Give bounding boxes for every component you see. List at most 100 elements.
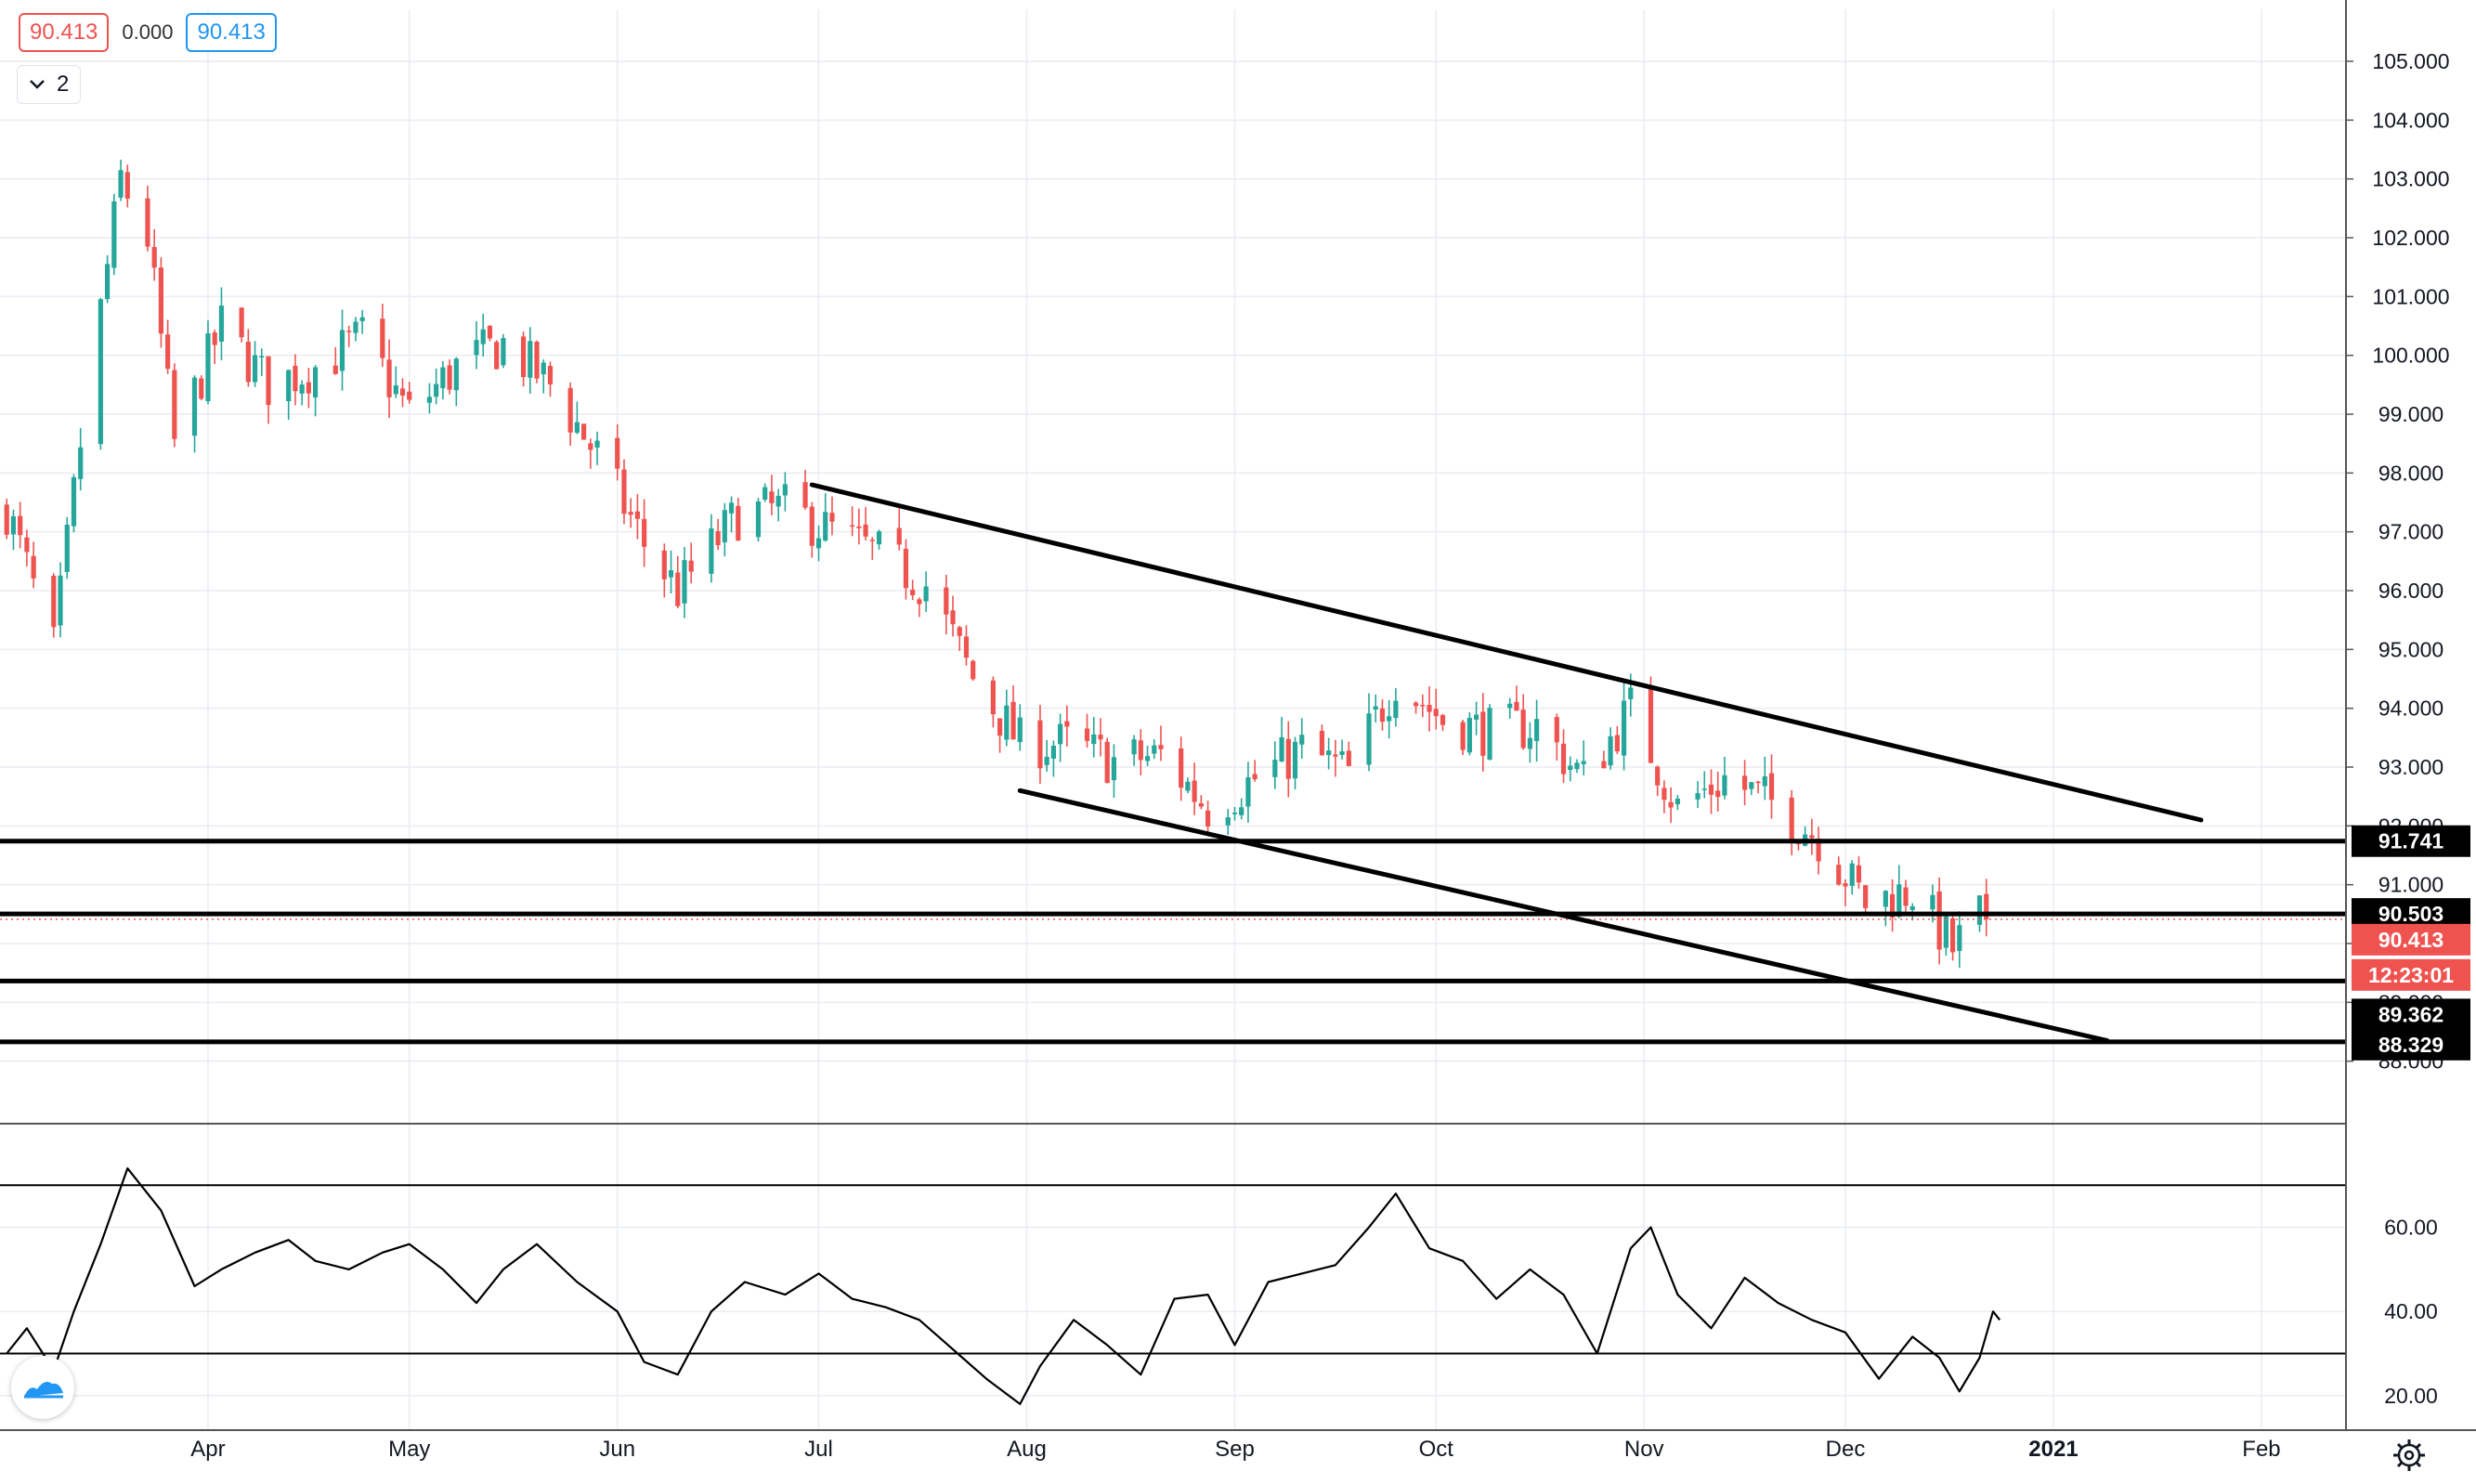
candle-body [917,599,922,605]
candle-body [1896,884,1902,918]
candle-body [923,586,929,602]
price-axis-background[interactable] [2346,0,2476,1484]
candle [1560,729,1567,783]
candle-body [856,526,862,528]
candle-body [191,377,198,436]
candle-body [58,575,63,626]
candle-body [426,397,433,403]
candle-body [971,660,976,680]
candle [393,366,398,398]
trendline-lower[interactable] [1017,788,2110,1043]
candle-body [1568,765,1573,771]
candle [286,369,292,421]
candle [1896,865,1902,918]
time-tick-label[interactable]: 2021 [2028,1437,2078,1462]
time-tick-label[interactable]: Dec [1826,1437,1866,1462]
candle [775,488,781,522]
candle-body [1346,750,1351,766]
time-tick-label[interactable]: Sep [1215,1437,1255,1462]
candle [447,358,452,395]
candle-body [903,548,909,589]
candle-body [567,387,573,433]
candle-body [1231,813,1238,814]
level-label: 89.362 [2378,1002,2443,1026]
candle [440,360,446,400]
horizontal-levels[interactable] [0,839,2346,1045]
candle-body [944,587,949,615]
candle [31,541,36,589]
candle [51,573,57,638]
trendline-upper[interactable] [809,482,2204,823]
candle [802,469,808,510]
candle-body [24,537,30,553]
candle [628,498,633,528]
candle-body [1601,761,1607,769]
candle-body [1333,754,1338,757]
candle-body [1192,780,1197,802]
candle-body [1017,717,1023,743]
candle [1239,798,1245,820]
candle-body [1131,739,1137,755]
candle-body [950,610,956,625]
trendlines[interactable] [809,482,2204,1043]
candle-body [1715,790,1721,798]
candle-body [172,370,177,439]
candle [199,375,204,401]
candle [1319,724,1325,756]
time-tick-label[interactable]: May [388,1437,430,1462]
candle [1849,860,1855,895]
candle-body [501,338,506,366]
candle-body [1883,891,1888,907]
candle-body [252,355,258,383]
candle [434,368,439,405]
price-axis[interactable]: 88.00089.00090.00091.00092.00093.00094.0… [2345,0,2476,1484]
candle-body [1816,838,1821,862]
time-tick-label[interactable]: Jul [804,1437,833,1462]
indicators-toggle-button[interactable]: 2 [17,65,82,104]
candle-body [487,325,493,339]
candle [1480,693,1486,772]
candle [1326,737,1332,770]
candle-body [802,482,808,508]
candle [642,499,647,567]
candle [191,375,198,453]
time-tick-label[interactable]: Oct [1419,1437,1454,1462]
candle-body [1366,713,1372,765]
candle-body [1648,685,1654,763]
candle [293,354,298,406]
candle [588,438,593,469]
candle [1440,713,1446,732]
time-axis[interactable]: Apr May Jun Jul Aug Sep Oct Nov Dec 2021 Feb [0,1429,2476,1462]
time-tick-label[interactable]: Aug [1007,1437,1047,1462]
candle-body [1863,885,1869,908]
time-tick-label[interactable]: Feb [2242,1437,2280,1462]
candle [1044,739,1049,772]
candle-body [823,512,828,541]
candle-body [1379,708,1386,722]
candle-body [1279,736,1284,762]
candle-body [1936,891,1942,950]
candle [10,509,17,551]
candle [58,562,63,638]
candle [1252,760,1258,782]
candle-body [1373,706,1378,710]
price-tick-label: 101.000 [2372,284,2449,308]
candle [151,228,157,281]
time-tick-label[interactable]: Jun [599,1437,635,1462]
settings-gear-icon[interactable] [2389,1435,2430,1476]
candle [18,501,23,549]
candle-body [1272,760,1278,777]
time-tick-label[interactable]: Nov [1624,1437,1664,1462]
candle [910,579,916,601]
tradingview-logo-icon[interactable] [11,1356,74,1419]
candle [634,493,641,540]
candle-body [1849,863,1855,886]
candle-body [353,321,358,333]
time-tick-label[interactable]: Apr [190,1437,225,1462]
candle-body [661,550,667,579]
candle-body [1708,784,1714,795]
candle [1883,890,1888,927]
oscillator-tick-label: 60.00 [2384,1216,2438,1240]
